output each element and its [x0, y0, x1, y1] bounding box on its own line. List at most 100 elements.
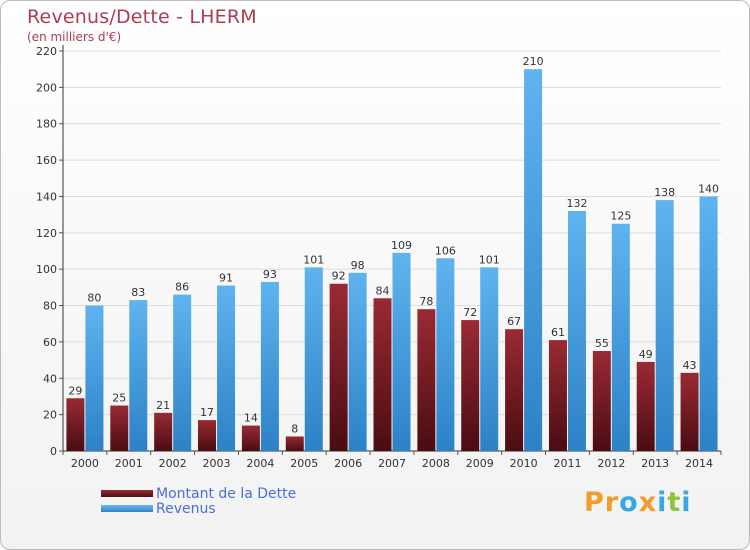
bar-dette [66, 398, 85, 451]
legend-swatch-dette [101, 490, 153, 497]
x-tick-label: 2010 [510, 457, 538, 470]
bar-dette [198, 420, 217, 451]
bar-revenus [260, 281, 279, 451]
y-tick-label: 60 [43, 336, 57, 349]
logo-letter: x [638, 487, 658, 518]
logo-letter: i [681, 487, 692, 518]
x-tick-label: 2004 [246, 457, 274, 470]
data-label-revenus: 125 [610, 210, 631, 223]
x-tick-label: 2011 [553, 457, 581, 470]
bar-dette [154, 412, 173, 451]
bar-revenus [217, 285, 236, 451]
data-label-dette: 67 [507, 315, 521, 328]
y-tick-label: 120 [36, 227, 57, 240]
data-label-revenus: 106 [435, 244, 456, 257]
bar-dette [636, 361, 655, 451]
data-label-revenus: 101 [479, 253, 500, 266]
data-label-revenus: 93 [263, 268, 277, 281]
bar-dette [505, 329, 524, 451]
bar-dette [461, 320, 480, 451]
bar-dette [680, 372, 699, 451]
data-label-revenus: 132 [566, 197, 587, 210]
x-tick-label: 2003 [203, 457, 231, 470]
bar-dette [241, 425, 260, 451]
data-label-dette: 72 [463, 306, 477, 319]
bar-dette [285, 436, 304, 451]
data-label-dette: 17 [200, 406, 214, 419]
x-tick-label: 2009 [466, 457, 494, 470]
data-label-revenus: 98 [351, 259, 365, 272]
data-label-revenus: 101 [303, 253, 324, 266]
y-tick-label: 100 [36, 263, 57, 276]
x-tick-label: 2007 [378, 457, 406, 470]
x-tick-label: 2014 [685, 457, 713, 470]
logo-letter: P [584, 487, 605, 518]
bar-revenus [611, 223, 630, 451]
bar-revenus [436, 258, 455, 451]
data-label-revenus: 140 [698, 182, 719, 195]
x-tick-label: 2008 [422, 457, 450, 470]
data-label-revenus: 91 [219, 272, 233, 285]
y-tick-label: 220 [36, 45, 57, 58]
x-tick-label: 2012 [597, 457, 625, 470]
bar-dette [373, 298, 392, 451]
data-label-dette: 49 [639, 348, 653, 361]
y-tick-label: 80 [43, 300, 57, 313]
logo-letter: o [619, 487, 639, 518]
data-label-revenus: 86 [175, 281, 189, 294]
bar-revenus [304, 267, 323, 451]
bar-revenus [129, 300, 148, 451]
bar-revenus [85, 305, 104, 451]
data-label-revenus: 80 [87, 292, 101, 305]
bar-revenus [348, 272, 367, 451]
logo-letter: i [657, 487, 668, 518]
bar-revenus [392, 252, 411, 451]
data-label-revenus: 109 [391, 239, 412, 252]
x-tick-label: 2000 [71, 457, 99, 470]
bar-dette [329, 283, 348, 451]
bar-revenus [699, 196, 718, 451]
y-tick-label: 140 [36, 190, 57, 203]
x-tick-label: 2013 [641, 457, 669, 470]
data-label-revenus: 138 [654, 186, 675, 199]
logo-letter: t [667, 487, 682, 518]
y-tick-label: 20 [43, 409, 57, 422]
bar-dette [417, 309, 436, 451]
legend-label-revenus: Revenus [156, 501, 216, 517]
data-label-dette: 14 [244, 412, 258, 425]
legend-label-dette: Montant de la Dette [156, 486, 297, 502]
bar-dette [592, 351, 611, 451]
data-label-dette: 25 [112, 392, 126, 405]
data-label-revenus: 210 [523, 55, 544, 68]
x-tick-label: 2001 [115, 457, 143, 470]
bar-revenus [655, 200, 674, 451]
data-label-dette: 8 [291, 422, 298, 435]
legend-swatch-revenus [101, 505, 153, 512]
y-tick-label: 200 [36, 81, 57, 94]
data-label-dette: 55 [595, 337, 609, 350]
data-label-dette: 78 [419, 295, 433, 308]
data-label-dette: 84 [376, 284, 390, 297]
y-tick-label: 40 [43, 372, 57, 385]
chart-subtitle: (en milliers d'€) [27, 30, 122, 44]
bar-dette [548, 340, 567, 451]
logo-letter: r [604, 487, 620, 518]
data-label-revenus: 83 [131, 286, 145, 299]
x-tick-label: 2002 [159, 457, 187, 470]
bar-revenus [524, 69, 543, 451]
bar-revenus [173, 294, 192, 451]
bar-revenus [480, 267, 499, 451]
bar-dette [110, 405, 129, 451]
chart-title: Revenus/Dette - LHERM [27, 6, 257, 28]
x-tick-label: 2006 [334, 457, 362, 470]
data-label-dette: 29 [68, 384, 82, 397]
y-tick-label: 180 [36, 118, 57, 131]
data-label-dette: 21 [156, 399, 170, 412]
bar-revenus [567, 211, 586, 451]
x-tick-label: 2005 [290, 457, 318, 470]
data-label-dette: 43 [683, 359, 697, 372]
y-tick-label: 160 [36, 154, 57, 167]
data-label-dette: 92 [332, 270, 346, 283]
